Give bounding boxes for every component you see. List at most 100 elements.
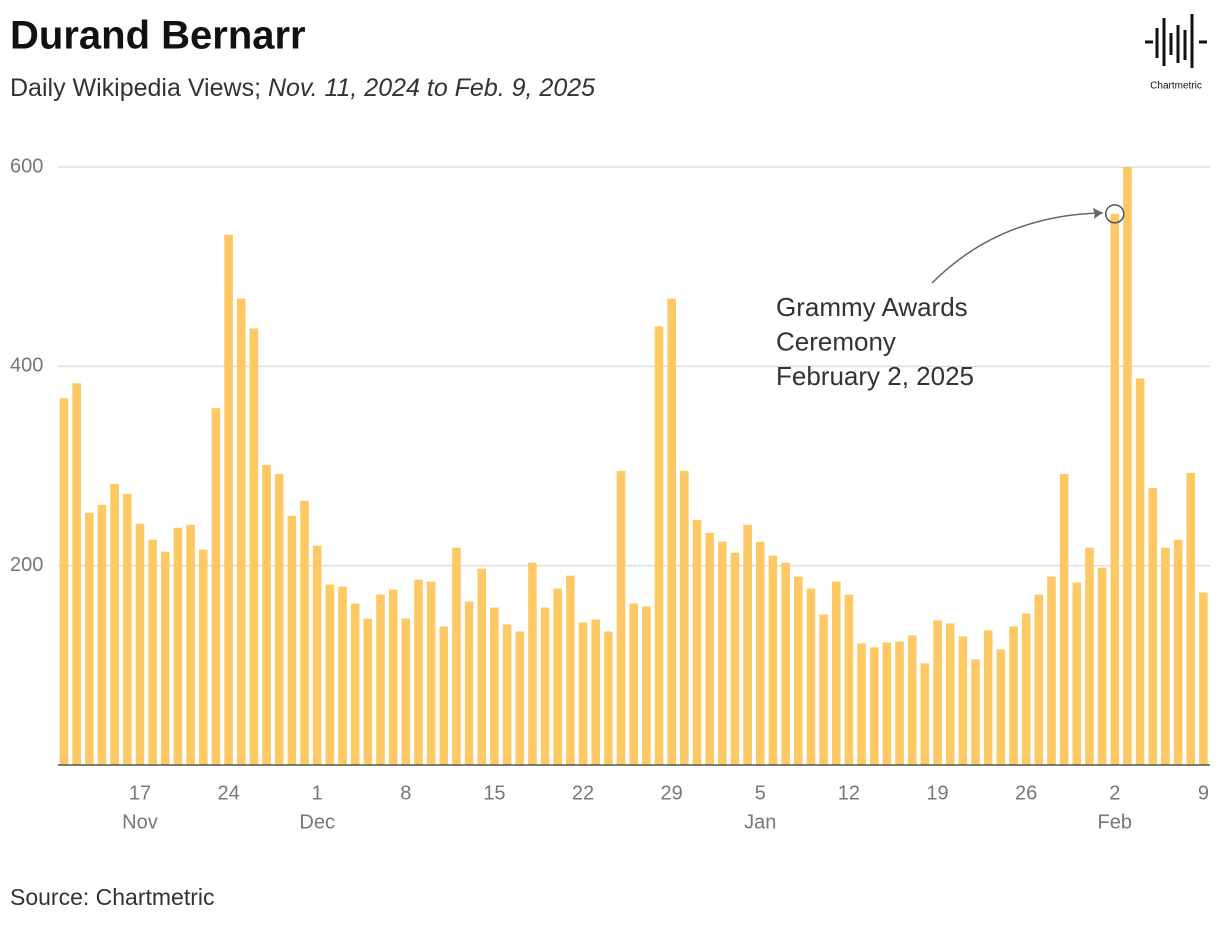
bar: [1021, 613, 1031, 765]
bar: [414, 579, 423, 765]
x-tick-label: 19: [926, 782, 948, 804]
bar: [85, 512, 94, 765]
bar: [123, 493, 132, 765]
x-month-label: Feb: [1098, 811, 1132, 833]
bar: [262, 465, 271, 765]
bar: [920, 663, 930, 765]
x-tick-label: 2: [1109, 782, 1120, 804]
bar: [933, 620, 942, 765]
bar: [591, 619, 601, 765]
bar: [236, 298, 246, 765]
bar: [287, 515, 297, 765]
bar: [135, 523, 145, 765]
bar: [958, 636, 968, 765]
source: Source: Chartmetric: [10, 884, 215, 910]
bar: [490, 607, 499, 765]
x-month-label: Dec: [299, 811, 335, 833]
bar: [325, 584, 335, 765]
annotation-arrow: [931, 212, 1103, 284]
bar: [642, 606, 651, 765]
bar: [882, 642, 892, 765]
chart-title: Durand Bernarr: [10, 14, 306, 58]
y-tick-label: 600: [10, 155, 43, 177]
bar: [1110, 213, 1120, 766]
logo: [1145, 14, 1207, 68]
bar: [312, 545, 322, 765]
bar: [730, 552, 740, 765]
x-tick-label: 15: [483, 782, 505, 804]
annotation-text: February 2, 2025: [776, 361, 974, 391]
bar: [97, 504, 107, 765]
bar: [857, 643, 866, 765]
bar: [528, 562, 537, 765]
bar: [274, 473, 284, 765]
bar: [198, 549, 208, 765]
bar: [654, 326, 664, 765]
x-tick-label: 22: [572, 782, 594, 804]
bar: [1085, 547, 1094, 765]
bar: [1034, 594, 1044, 765]
bar: [578, 622, 588, 765]
bar: [173, 527, 183, 765]
bar: [338, 586, 347, 765]
x-tick-label: 26: [1015, 782, 1037, 804]
bar: [831, 581, 841, 765]
bar: [553, 588, 563, 765]
bar: [819, 614, 828, 765]
bar: [388, 589, 398, 765]
bar: [59, 398, 69, 765]
bar: [186, 524, 195, 765]
bar: [743, 524, 752, 765]
bar: [895, 641, 904, 765]
bar: [971, 659, 980, 765]
bar: [452, 547, 461, 765]
bar: [781, 562, 790, 765]
y-tick-label: 200: [10, 554, 43, 576]
bar: [148, 539, 157, 765]
bar: [224, 234, 233, 766]
bar: [566, 575, 575, 765]
bar: [844, 594, 854, 765]
bar: [1072, 582, 1082, 765]
x-tick-label: 24: [217, 782, 239, 804]
x-tick-label: 9: [1198, 782, 1209, 804]
subtitle-text: Daily Wikipedia Views;: [10, 74, 261, 102]
bar: [718, 541, 727, 765]
bar: [401, 618, 411, 765]
bar: [376, 594, 385, 765]
bar: [350, 603, 360, 765]
logo-text: Chartmetric: [1150, 81, 1202, 92]
bar: [110, 483, 119, 765]
bar: [1123, 167, 1132, 765]
annotation-arrowhead: [1092, 207, 1103, 219]
y-tick-label: 400: [10, 355, 43, 377]
bar: [629, 603, 638, 765]
bar: [996, 649, 1006, 765]
bar: [667, 298, 676, 765]
bar: [793, 576, 803, 765]
chart-subtitle: Daily Wikipedia Views; Nov. 11, 2024 to …: [10, 74, 595, 102]
bar: [1097, 567, 1107, 765]
bar: [983, 630, 993, 765]
bar: [515, 631, 525, 765]
bar: [1173, 539, 1183, 765]
x-tick-label: 1: [312, 782, 323, 804]
bar: [477, 568, 487, 765]
subtitle-dates: Nov. 11, 2024 to Feb. 9, 2025: [268, 74, 595, 102]
bar: [692, 519, 702, 765]
bar: [604, 631, 613, 765]
bar: [616, 470, 626, 765]
bar: [540, 607, 550, 765]
bar: [1009, 626, 1018, 765]
bar: [72, 383, 81, 765]
bar: [945, 623, 955, 765]
bar: [680, 470, 689, 765]
bar: [1059, 473, 1069, 765]
annotation-marker: [1105, 204, 1125, 224]
bar: [756, 541, 765, 765]
bar: [705, 532, 714, 765]
bar: [426, 581, 436, 765]
bar: [1161, 547, 1170, 765]
x-tick-label: 17: [129, 782, 151, 804]
